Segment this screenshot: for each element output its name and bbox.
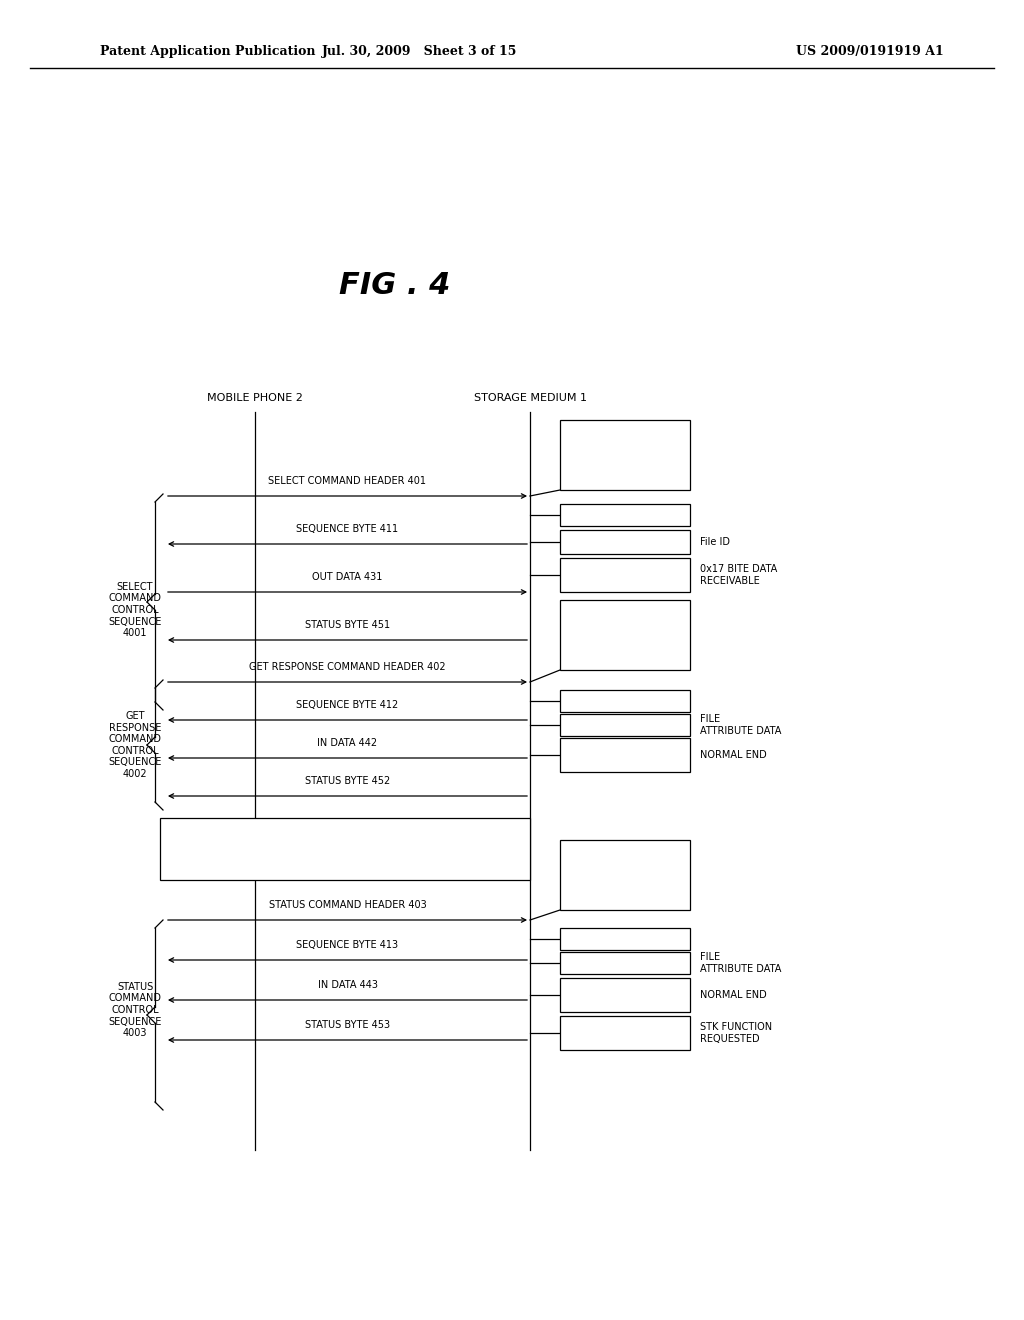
Text: 0x17 BITE DATA
RECEIVABLE: 0x17 BITE DATA RECEIVABLE [700, 564, 777, 586]
Bar [560, 928, 690, 950]
Text: P3=0x17: P3=0x17 [603, 898, 647, 908]
Text: DATA(17byte): DATA(17byte) [592, 958, 658, 968]
Text: SELECT COMMAND HEADER 401: SELECT COMMAND HEADER 401 [268, 477, 427, 486]
Text: File ID: File ID [700, 537, 730, 546]
Text: SELECT
COMMAND
CONTROL
SEQUENCE
4001: SELECT COMMAND CONTROL SEQUENCE 4001 [109, 582, 162, 638]
Text: US 2009/0191919 A1: US 2009/0191919 A1 [796, 45, 944, 58]
Text: P3=0x17: P3=0x17 [603, 657, 647, 668]
Text: NORMAL END: NORMAL END [700, 750, 767, 760]
Text: P1=0x00: P1=0x00 [603, 450, 647, 459]
Text: DATA(2byte): DATA(2byte) [595, 537, 655, 546]
Text: SW1=0x90: SW1=0x90 [598, 742, 652, 751]
Text: SW1=0x91: SW1=0x91 [598, 1019, 652, 1030]
Text: NORMAL END: NORMAL END [700, 990, 767, 1001]
Bar [560, 1016, 690, 1049]
Text: P3=0x02: P3=0x02 [603, 478, 647, 488]
Text: STATUS COMMAND HEADER 403: STATUS COMMAND HEADER 403 [268, 900, 426, 909]
Text: STATUS
COMMAND
CONTROL
SEQUENCE
4003: STATUS COMMAND CONTROL SEQUENCE 4003 [109, 982, 162, 1039]
Text: MOBILE PHONE 2: MOBILE PHONE 2 [207, 393, 303, 403]
Text: OUT DATA 431: OUT DATA 431 [312, 572, 383, 582]
Text: IN DATA 443: IN DATA 443 [317, 979, 378, 990]
Bar [560, 601, 690, 671]
Text: INS=0xf2: INS=0xf2 [602, 855, 648, 866]
Text: SW2=0x00: SW2=0x00 [598, 759, 652, 768]
Text: P2=0x00: P2=0x00 [603, 465, 647, 474]
Bar [560, 504, 690, 525]
Text: FIG . 4: FIG . 4 [339, 271, 451, 300]
Text: GET RESPONSE COMMAND HEADER 402: GET RESPONSE COMMAND HEADER 402 [249, 663, 445, 672]
Bar [560, 558, 690, 591]
Bar [560, 952, 690, 974]
Text: ACK=0xA4: ACK=0xA4 [599, 510, 651, 520]
Text: FILE
ATTRIBUTE DATA: FILE ATTRIBUTE DATA [700, 952, 781, 974]
Text: SW2=0x00: SW2=0x00 [598, 998, 652, 1008]
Text: GET
RESPONSE
COMMAND
CONTROL
SEQUENCE
4002: GET RESPONSE COMMAND CONTROL SEQUENCE 40… [109, 711, 162, 779]
Text: Jul. 30, 2009   Sheet 3 of 15: Jul. 30, 2009 Sheet 3 of 15 [323, 45, 518, 58]
Text: IN DATA 442: IN DATA 442 [317, 738, 378, 748]
Text: ACK=0xC0: ACK=0xC0 [599, 696, 651, 706]
Text: PREDETERMINED FILE DATA PROCESSING, WITH
READ BINARY COMMAND, UPDATE BINARY
COMM: PREDETERMINED FILE DATA PROCESSING, WITH… [228, 833, 462, 866]
Bar [560, 738, 690, 772]
Text: P2=0x00: P2=0x00 [603, 644, 647, 653]
Text: P1=0x00: P1=0x00 [603, 870, 647, 880]
Text: ACK=0xf2: ACK=0xf2 [600, 935, 649, 944]
Text: CLA 0xA0: CLA 0xA0 [601, 842, 648, 851]
Bar [160, 818, 530, 880]
Text: SEQUENCE BYTE 413: SEQUENCE BYTE 413 [296, 940, 398, 950]
Text: INS=0xA4: INS=0xA4 [600, 436, 649, 446]
Text: STORAGE MEDIUM 1: STORAGE MEDIUM 1 [473, 393, 587, 403]
Text: SW2=0x17: SW2=0x17 [598, 578, 652, 589]
Text: SEQUENCE BYTE 411: SEQUENCE BYTE 411 [296, 524, 398, 535]
Text: P2=0x00: P2=0x00 [603, 884, 647, 894]
Bar [560, 978, 690, 1012]
Text: CLA 0xA0: CLA 0xA0 [601, 602, 648, 612]
Bar [560, 840, 690, 909]
Text: DATA(17byte): DATA(17byte) [592, 719, 658, 730]
Bar [560, 531, 690, 554]
Bar [560, 714, 690, 737]
Text: STK FUNCTION
REQUESTED: STK FUNCTION REQUESTED [700, 1022, 772, 1044]
Text: STATUS BYTE 452: STATUS BYTE 452 [305, 776, 390, 785]
Text: STATUS BYTE 451: STATUS BYTE 451 [305, 620, 390, 630]
Text: Patent Application Publication: Patent Application Publication [100, 45, 315, 58]
Text: SEQUENCE BYTE 412: SEQUENCE BYTE 412 [296, 700, 398, 710]
Bar [560, 690, 690, 711]
Text: CLA 0xA0: CLA 0xA0 [601, 422, 648, 432]
Text: SW2=0x28: SW2=0x28 [598, 1036, 652, 1047]
Text: INS=0xC0: INS=0xC0 [600, 616, 649, 626]
Text: STATUS BYTE 453: STATUS BYTE 453 [305, 1020, 390, 1030]
Text: SW1=0x9F: SW1=0x9F [598, 561, 652, 572]
Text: P1=0x00: P1=0x00 [603, 630, 647, 640]
Bar [560, 420, 690, 490]
Text: FILE
ATTRIBUTE DATA: FILE ATTRIBUTE DATA [700, 714, 781, 735]
Text: SW1=0x90: SW1=0x90 [598, 982, 652, 991]
